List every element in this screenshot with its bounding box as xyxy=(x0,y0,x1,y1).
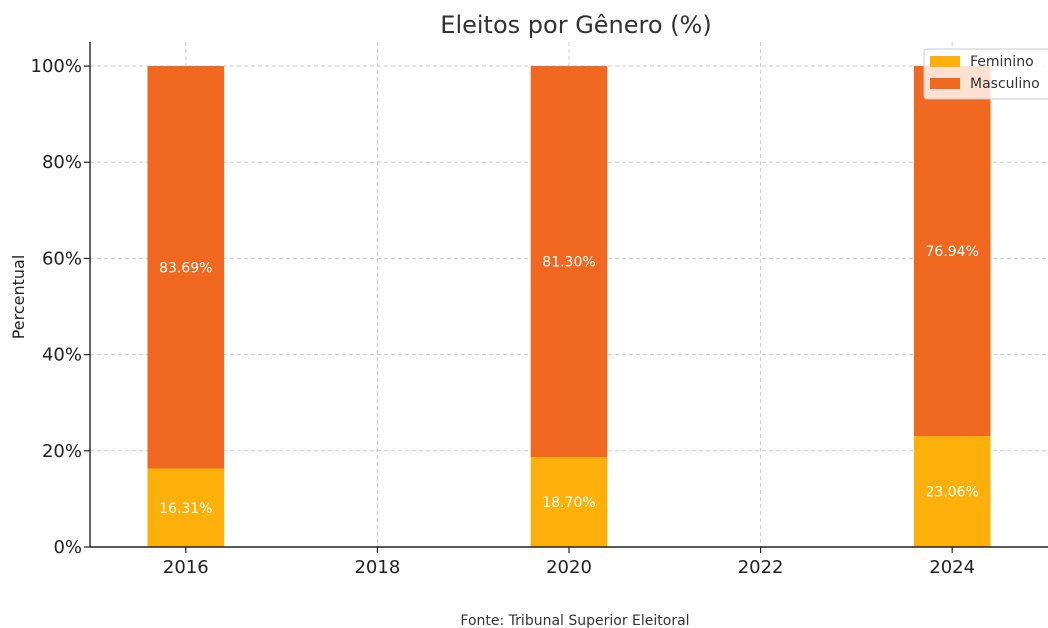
bar-value-label: 81.30% xyxy=(542,255,595,271)
x-tick-label: 2018 xyxy=(354,557,400,578)
bar-value-label: 83.69% xyxy=(159,260,212,276)
x-tick-label: 2016 xyxy=(163,557,209,578)
bar-value-label: 16.31% xyxy=(159,501,212,517)
chart-title: Eleitos por Gênero (%) xyxy=(440,11,711,39)
bars: 16.31% 83.69% 18.70% 81.30% 23.06% 76.94% xyxy=(147,66,991,547)
y-tick-label: 40% xyxy=(42,345,82,366)
y-tick-label: 60% xyxy=(42,248,82,269)
x-tick-label: 2022 xyxy=(738,557,784,578)
y-tick-label: 20% xyxy=(42,441,82,462)
y-axis-label: Percentual xyxy=(9,255,28,340)
legend-label: Masculino xyxy=(970,76,1040,92)
legend-swatch-feminino xyxy=(930,56,960,67)
bar-masculino-2024 xyxy=(913,66,991,437)
y-tick-label: 100% xyxy=(31,56,82,77)
bar-masculino-2016 xyxy=(147,66,225,469)
bar-value-label: 18.70% xyxy=(542,495,595,511)
axes: 0% 20% 40% 60% 80% 100% 2016 2018 2020 2022 2024 xyxy=(31,42,1048,578)
legend-swatch-masculino xyxy=(930,78,960,89)
source-note: Fonte: Tribunal Superior Eleitoral xyxy=(460,613,689,628)
bar-feminino-2024 xyxy=(913,436,991,547)
legend: Feminino Masculino xyxy=(923,48,1048,100)
bar-value-label: 23.06% xyxy=(926,485,979,501)
y-tick-label: 0% xyxy=(53,537,82,558)
x-tick-label: 2020 xyxy=(546,557,592,578)
y-tick-label: 80% xyxy=(42,152,82,173)
x-tick-label: 2024 xyxy=(929,557,975,578)
legend-label: Feminino xyxy=(970,54,1034,70)
bar-feminino-2016 xyxy=(147,468,225,547)
bar-feminino-2020 xyxy=(530,457,608,547)
bar-value-label: 76.94% xyxy=(926,244,979,260)
bar-masculino-2020 xyxy=(530,66,608,458)
